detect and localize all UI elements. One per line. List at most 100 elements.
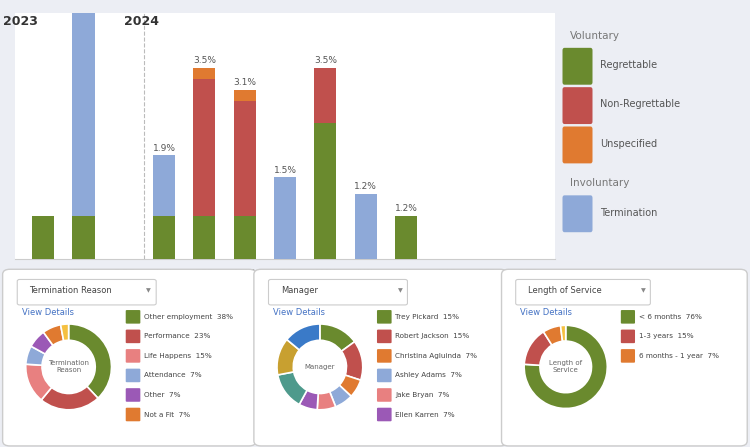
FancyBboxPatch shape xyxy=(562,48,592,85)
Wedge shape xyxy=(41,386,98,410)
Text: View Details: View Details xyxy=(22,308,74,317)
Bar xyxy=(32,215,54,259)
FancyBboxPatch shape xyxy=(377,310,392,324)
Text: Ashley Adams  7%: Ashley Adams 7% xyxy=(395,372,462,379)
FancyBboxPatch shape xyxy=(126,408,140,421)
Bar xyxy=(194,68,215,79)
FancyBboxPatch shape xyxy=(502,269,747,446)
Text: ▼: ▼ xyxy=(146,288,152,293)
Wedge shape xyxy=(339,375,361,396)
Bar xyxy=(73,215,94,259)
Wedge shape xyxy=(277,340,299,375)
Text: Regrettable: Regrettable xyxy=(600,60,657,70)
FancyBboxPatch shape xyxy=(126,310,140,324)
FancyBboxPatch shape xyxy=(126,349,140,363)
Bar xyxy=(194,79,215,215)
Text: Termination: Termination xyxy=(600,207,657,218)
Wedge shape xyxy=(286,324,320,350)
Bar xyxy=(233,101,256,215)
FancyBboxPatch shape xyxy=(377,349,392,363)
Text: Life Happens  15%: Life Happens 15% xyxy=(144,353,211,359)
Text: 3.5%: 3.5% xyxy=(193,56,216,65)
Wedge shape xyxy=(560,325,566,342)
FancyBboxPatch shape xyxy=(17,279,156,305)
FancyBboxPatch shape xyxy=(126,329,140,343)
Wedge shape xyxy=(524,325,608,409)
Text: Other employment  38%: Other employment 38% xyxy=(144,314,233,320)
Text: 1.9%: 1.9% xyxy=(152,144,176,153)
FancyBboxPatch shape xyxy=(377,388,392,402)
Wedge shape xyxy=(544,326,562,345)
Text: 2023: 2023 xyxy=(3,16,38,29)
Wedge shape xyxy=(278,372,307,405)
Bar xyxy=(153,215,176,259)
Text: View Details: View Details xyxy=(520,308,572,317)
Text: 3.1%: 3.1% xyxy=(233,78,256,87)
Bar xyxy=(394,215,417,259)
Bar xyxy=(314,122,337,259)
Text: Christina Agluinda  7%: Christina Agluinda 7% xyxy=(395,353,477,359)
Text: Non-Regrettable: Non-Regrettable xyxy=(600,99,680,110)
Bar xyxy=(274,177,296,259)
Wedge shape xyxy=(299,390,318,410)
Text: 1.2%: 1.2% xyxy=(394,204,417,213)
FancyBboxPatch shape xyxy=(562,127,592,164)
Wedge shape xyxy=(320,324,355,351)
Bar xyxy=(355,194,376,259)
FancyBboxPatch shape xyxy=(126,388,140,402)
Text: Length of Service: Length of Service xyxy=(527,286,602,295)
Text: 6 months - 1 year  7%: 6 months - 1 year 7% xyxy=(638,353,718,359)
Wedge shape xyxy=(68,324,112,398)
Text: Length of
Service: Length of Service xyxy=(549,360,582,373)
Bar xyxy=(73,3,94,215)
Text: 1.2%: 1.2% xyxy=(354,182,377,191)
Text: 1.5%: 1.5% xyxy=(274,165,296,175)
Wedge shape xyxy=(524,332,552,365)
Bar xyxy=(233,90,256,101)
Text: Jake Bryan  7%: Jake Bryan 7% xyxy=(395,392,450,398)
Text: Attendance  7%: Attendance 7% xyxy=(144,372,202,379)
FancyBboxPatch shape xyxy=(377,369,392,382)
Text: Unspecified: Unspecified xyxy=(600,139,657,149)
FancyBboxPatch shape xyxy=(268,279,407,305)
FancyBboxPatch shape xyxy=(377,408,392,421)
Text: Ellen Karren  7%: Ellen Karren 7% xyxy=(395,412,454,417)
Text: Voluntary: Voluntary xyxy=(570,30,620,41)
Wedge shape xyxy=(26,364,52,400)
Bar xyxy=(314,68,337,122)
Text: ▼: ▼ xyxy=(398,288,403,293)
Text: Manager: Manager xyxy=(304,364,335,370)
FancyBboxPatch shape xyxy=(621,349,635,363)
FancyBboxPatch shape xyxy=(562,195,592,232)
Text: Other  7%: Other 7% xyxy=(144,392,181,398)
FancyBboxPatch shape xyxy=(254,269,507,446)
FancyBboxPatch shape xyxy=(516,279,650,305)
Wedge shape xyxy=(330,385,351,407)
Text: Not a Fit  7%: Not a Fit 7% xyxy=(144,412,190,417)
Text: ▼: ▼ xyxy=(641,288,646,293)
FancyBboxPatch shape xyxy=(126,369,140,382)
FancyBboxPatch shape xyxy=(3,269,256,446)
Text: Trey Pickard  15%: Trey Pickard 15% xyxy=(395,314,459,320)
FancyBboxPatch shape xyxy=(621,310,635,324)
Text: < 6 months  76%: < 6 months 76% xyxy=(638,314,701,320)
Text: 3.5%: 3.5% xyxy=(314,56,337,65)
Text: Manager: Manager xyxy=(280,286,318,295)
Wedge shape xyxy=(317,392,336,410)
Text: 1-3 years  15%: 1-3 years 15% xyxy=(638,333,693,339)
Wedge shape xyxy=(341,342,363,380)
FancyBboxPatch shape xyxy=(377,329,392,343)
Text: Robert Jackson  15%: Robert Jackson 15% xyxy=(395,333,470,339)
Bar xyxy=(153,156,176,215)
Text: View Details: View Details xyxy=(273,308,326,317)
Text: Performance  23%: Performance 23% xyxy=(144,333,210,339)
Text: Involuntary: Involuntary xyxy=(570,178,629,188)
Bar xyxy=(233,215,256,259)
FancyBboxPatch shape xyxy=(621,329,635,343)
Text: Termination
Reason: Termination Reason xyxy=(48,360,89,373)
Wedge shape xyxy=(26,346,45,365)
Wedge shape xyxy=(31,332,53,354)
Bar xyxy=(194,215,215,259)
Text: Termination Reason: Termination Reason xyxy=(29,286,112,295)
FancyBboxPatch shape xyxy=(562,87,592,124)
